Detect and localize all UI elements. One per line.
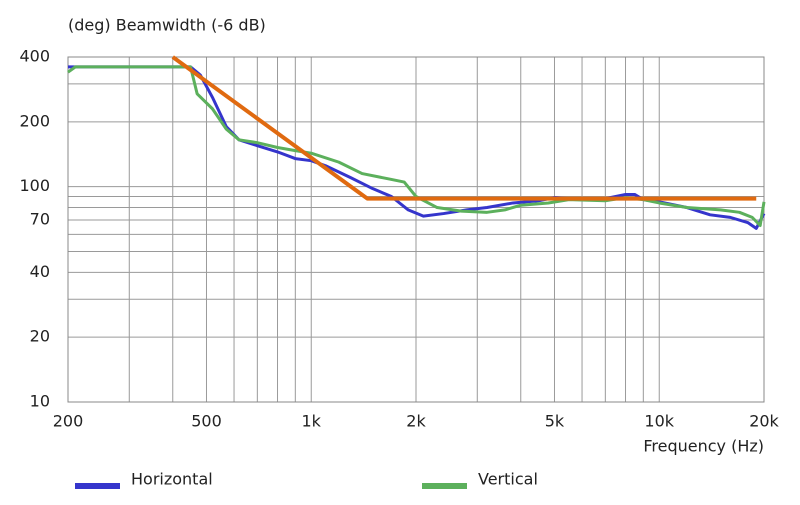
legend-label: Horizontal	[131, 470, 213, 489]
chart-title: (deg) Beamwidth (-6 dB)	[68, 16, 266, 35]
plot-frame	[67, 56, 765, 403]
y-tick-label: 10	[30, 392, 50, 411]
x-tick-label: 10k	[644, 412, 674, 431]
data-line	[67, 65, 766, 228]
x-tick-label: 5k	[545, 412, 565, 431]
y-tick-label: 70	[30, 210, 50, 229]
data-line	[171, 55, 757, 201]
x-axis-label: Frequency (Hz)	[643, 437, 764, 456]
y-tick-label: 400	[19, 47, 50, 66]
x-tick-label: 20k	[749, 412, 779, 431]
y-tick-label: 200	[19, 111, 50, 130]
y-tick-label: 20	[30, 327, 50, 346]
x-tick-label: 1k	[302, 412, 322, 431]
x-tick-label: 200	[53, 412, 84, 431]
y-tick-label: 100	[19, 176, 50, 195]
x-tick-label: 2k	[406, 412, 426, 431]
y-tick-label: 40	[30, 262, 50, 281]
legend-label: Vertical	[478, 470, 538, 489]
x-tick-label: 500	[191, 412, 222, 431]
